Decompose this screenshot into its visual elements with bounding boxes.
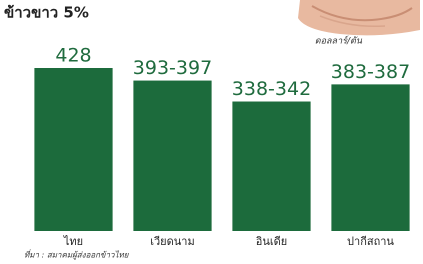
chart: ข้าวขาว 5% ดอลลาร์/ตัน ที่มา : สมาคมผู้ส… bbox=[0, 0, 423, 264]
value-label: 428 bbox=[55, 45, 91, 67]
bar bbox=[232, 102, 310, 231]
bar bbox=[133, 81, 211, 231]
source-note: ที่มา : สมาคมผู้ส่งออกข้าวไทย bbox=[24, 249, 130, 261]
value-label: 393-397 bbox=[133, 57, 212, 79]
bar bbox=[34, 68, 112, 231]
category-label: เวียดนาม bbox=[150, 235, 194, 248]
value-label: 338-342 bbox=[232, 78, 311, 100]
value-label: 383-387 bbox=[331, 61, 410, 83]
bar bbox=[331, 84, 409, 231]
unit-label: ดอลลาร์/ตัน bbox=[315, 36, 363, 47]
rice-sack-illustration bbox=[298, 0, 420, 35]
category-label: ไทย bbox=[63, 235, 83, 248]
chart-title: ข้าวขาว 5% bbox=[4, 4, 89, 22]
category-label: ปากีสถาน bbox=[347, 235, 394, 248]
category-label: อินเดีย bbox=[255, 235, 287, 248]
